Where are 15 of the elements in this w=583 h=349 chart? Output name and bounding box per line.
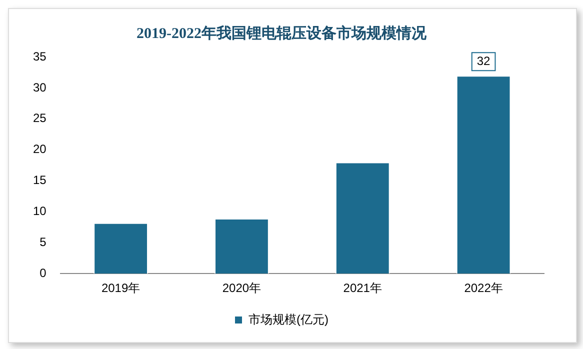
x-tick-label: 2022年: [464, 281, 503, 296]
y-tick-label: 5: [40, 234, 47, 249]
x-tick-label: 2019年: [101, 281, 140, 296]
y-tick-label: 35: [32, 49, 47, 64]
x-tick-label: 2021年: [343, 281, 382, 296]
y-tick-label: 25: [32, 111, 47, 126]
legend-label: 市场规模(亿元): [248, 312, 329, 326]
y-tick-label: 15: [32, 173, 47, 188]
y-tick-label: 30: [32, 80, 47, 94]
y-tick-label: 20: [32, 142, 47, 156]
chart-title: 2019-2022年我国锂电辊压设备市场规模情况: [136, 24, 428, 42]
x-tick-label: 2020年: [222, 281, 262, 296]
y-tick-label: 10: [32, 204, 47, 218]
data-label: 32: [476, 54, 491, 68]
y-tick-label: 0: [40, 266, 47, 280]
